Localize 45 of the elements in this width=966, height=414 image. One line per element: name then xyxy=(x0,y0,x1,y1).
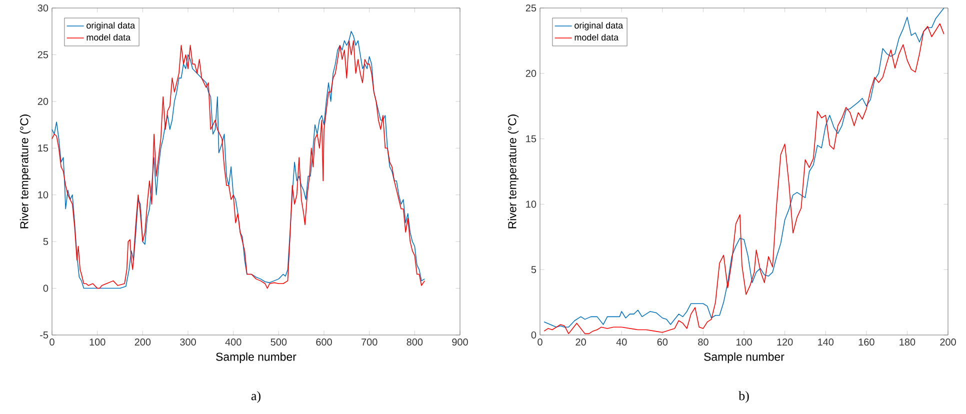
y-tick-label: 20 xyxy=(526,70,536,77)
text: b) xyxy=(738,391,749,403)
x-axis-title: Sample number xyxy=(704,352,784,364)
x-tick-label: 40 xyxy=(616,338,627,346)
x-tick-label: 20 xyxy=(576,338,586,346)
x-tick-label: 80 xyxy=(698,338,708,346)
legend-label: original data xyxy=(86,22,136,30)
y-tick-label: 0 xyxy=(531,331,536,339)
legend-label: model data xyxy=(86,34,131,41)
x-tick-label: 500 xyxy=(270,338,287,346)
x-tick-label: 160 xyxy=(858,338,874,346)
y-tick-label: 25 xyxy=(38,51,48,58)
x-tick-label: 200 xyxy=(940,338,956,346)
y-tick-label: 5 xyxy=(43,238,48,246)
x-tick-label: 0 xyxy=(538,338,542,346)
x-tick-label: 700 xyxy=(362,338,378,346)
x-tick-label: 100 xyxy=(736,338,752,346)
text: a) xyxy=(251,391,260,403)
x-tick-label: 800 xyxy=(406,338,423,346)
legend-label: original data xyxy=(574,22,624,30)
x-tick-label: 140 xyxy=(818,338,834,346)
x-tick-label: 120 xyxy=(777,338,793,346)
y-tick-label: 15 xyxy=(38,144,48,152)
y-tick-label: 10 xyxy=(38,191,48,198)
y-tick-label: 30 xyxy=(38,4,48,12)
x-tick-label: 100 xyxy=(90,338,106,346)
x-tick-label: 400 xyxy=(225,338,242,346)
y-tick-label: 20 xyxy=(38,98,48,105)
x-tick-label: 900 xyxy=(452,338,468,346)
y-tick-label: 25 xyxy=(526,4,536,12)
y-axis-title: River temperature (°C) xyxy=(20,114,31,228)
x-tick-label: 200 xyxy=(134,338,151,346)
y-tick-label: 15 xyxy=(526,135,536,142)
x-tick-label: 180 xyxy=(900,338,916,346)
y-tick-label: 5 xyxy=(531,266,536,274)
x-tick-label: 300 xyxy=(180,338,196,346)
x-tick-label: 60 xyxy=(657,338,668,346)
y-tick-label: 0 xyxy=(43,284,48,292)
y-tick-label: -5 xyxy=(40,332,48,338)
x-tick-label: 0 xyxy=(50,338,54,346)
x-tick-label: 600 xyxy=(316,338,332,346)
x-axis-title: Sample number xyxy=(216,352,296,364)
y-axis-title: River temperature (°C) xyxy=(508,114,519,228)
legend-label: model data xyxy=(574,34,619,41)
y-tick-label: 10 xyxy=(526,200,536,208)
